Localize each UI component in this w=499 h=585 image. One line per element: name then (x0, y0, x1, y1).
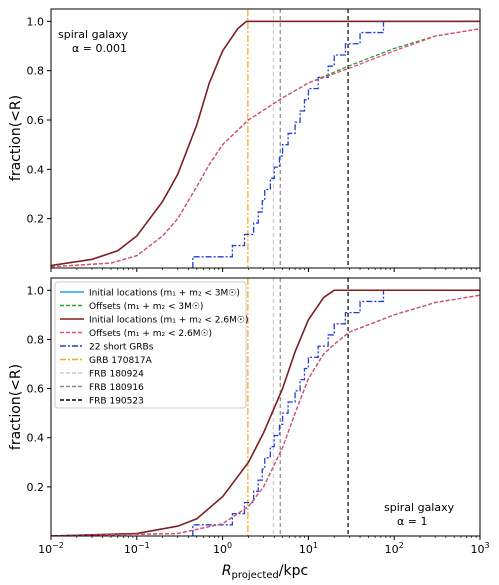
top-panel-x-ticks (50, 268, 481, 272)
x-axis-label: Rprojected/kpc (222, 563, 308, 581)
bottom-panel-frame (50, 277, 481, 537)
legend: Initial locations (m₁ + m₂ < 3M☉) Offsets… (54, 281, 248, 409)
y-axis-label-bottom: fraction(<R) (8, 364, 24, 450)
top-panel-plot-area (51, 9, 480, 268)
top-annotation-line1: spiral galaxy (58, 28, 129, 41)
top-panel: 0.2 0.4 0.6 0.8 1.0 spiral galaxy α = 0.001 (27, 8, 481, 272)
bottom-series-1 (51, 289, 480, 536)
top-panel-frame (50, 8, 481, 269)
top-series-1 (51, 20, 480, 267)
top-annotation-line2: α = 0.001 (72, 42, 127, 55)
x-tick-label: 103 (470, 541, 489, 556)
x-axis-label-sub: projected (232, 570, 279, 581)
legend-label: Offsets (m₁ + m₂ < 2.6M☉) (89, 329, 212, 339)
y-axis-label-top: fraction(<R) (8, 95, 24, 181)
bottom-panel-y-ticks: 0.2 0.4 0.6 0.8 1.0 (27, 284, 51, 494)
legend-frame (54, 281, 247, 409)
legend-items: Initial locations (m₁ + m₂ < 3M☉) Offsets… (60, 289, 248, 407)
x-tick-label: 102 (385, 541, 404, 556)
top-series-22-short-grbs (192, 20, 480, 268)
top-y-tick-label: 1.0 (27, 15, 45, 28)
top-panel-y-ticks: 0.2 0.4 0.6 0.8 1.0 (27, 15, 51, 226)
x-tick-label: 10−1 (124, 541, 150, 556)
bottom-y-tick-label: 0.2 (27, 481, 45, 494)
bottom-y-tick-label: 1.0 (27, 284, 45, 297)
x-tick-label: 10−2 (38, 541, 64, 556)
legend-label: Offsets (m₁ + m₂ < 3M☉) (89, 302, 203, 312)
bottom-panel: 0.2 0.4 0.6 0.8 1.0 10−2 10−1 100 101 102 103 spi… (27, 277, 490, 556)
legend-label: 22 short GRBs (89, 343, 154, 353)
bottom-series-3 (51, 294, 480, 536)
bottom-y-tick-label: 0.8 (27, 333, 45, 346)
x-axis-label-unit: /kpc (279, 563, 308, 579)
x-axis-label-main: R (222, 563, 232, 579)
legend-label: Initial locations (m₁ + m₂ < 3M☉) (89, 289, 240, 299)
top-y-tick-label: 0.4 (27, 163, 45, 176)
top-y-tick-label: 0.6 (27, 114, 45, 127)
legend-label: FRB 180916 (89, 383, 144, 393)
top-y-tick-label: 0.8 (27, 65, 45, 78)
bottom-series-22-short-grbs (192, 289, 480, 536)
bottom-y-tick-label: 0.4 (27, 432, 45, 445)
legend-label: Initial locations (m₁ + m₂ < 2.6M☉) (89, 316, 248, 326)
top-y-tick-label: 0.2 (27, 213, 45, 226)
legend-label: FRB 190523 (89, 397, 144, 407)
bottom-y-tick-label: 0.6 (27, 383, 45, 396)
top-series-3 (51, 28, 480, 268)
x-tick-label: 101 (299, 541, 318, 556)
bottom-panel-plot-area (51, 278, 480, 536)
bottom-annotation-line1: spiral galaxy (384, 501, 455, 514)
x-tick-label: 100 (213, 541, 232, 556)
bottom-panel-x-ticks: 10−2 10−1 100 101 102 103 (38, 536, 490, 556)
top-series-2 (51, 28, 480, 268)
legend-label: FRB 180924 (89, 370, 144, 380)
bottom-annotation-line2: α = 1 (397, 515, 427, 528)
legend-label: GRB 170817A (89, 356, 153, 366)
top-series-0 (51, 20, 480, 267)
